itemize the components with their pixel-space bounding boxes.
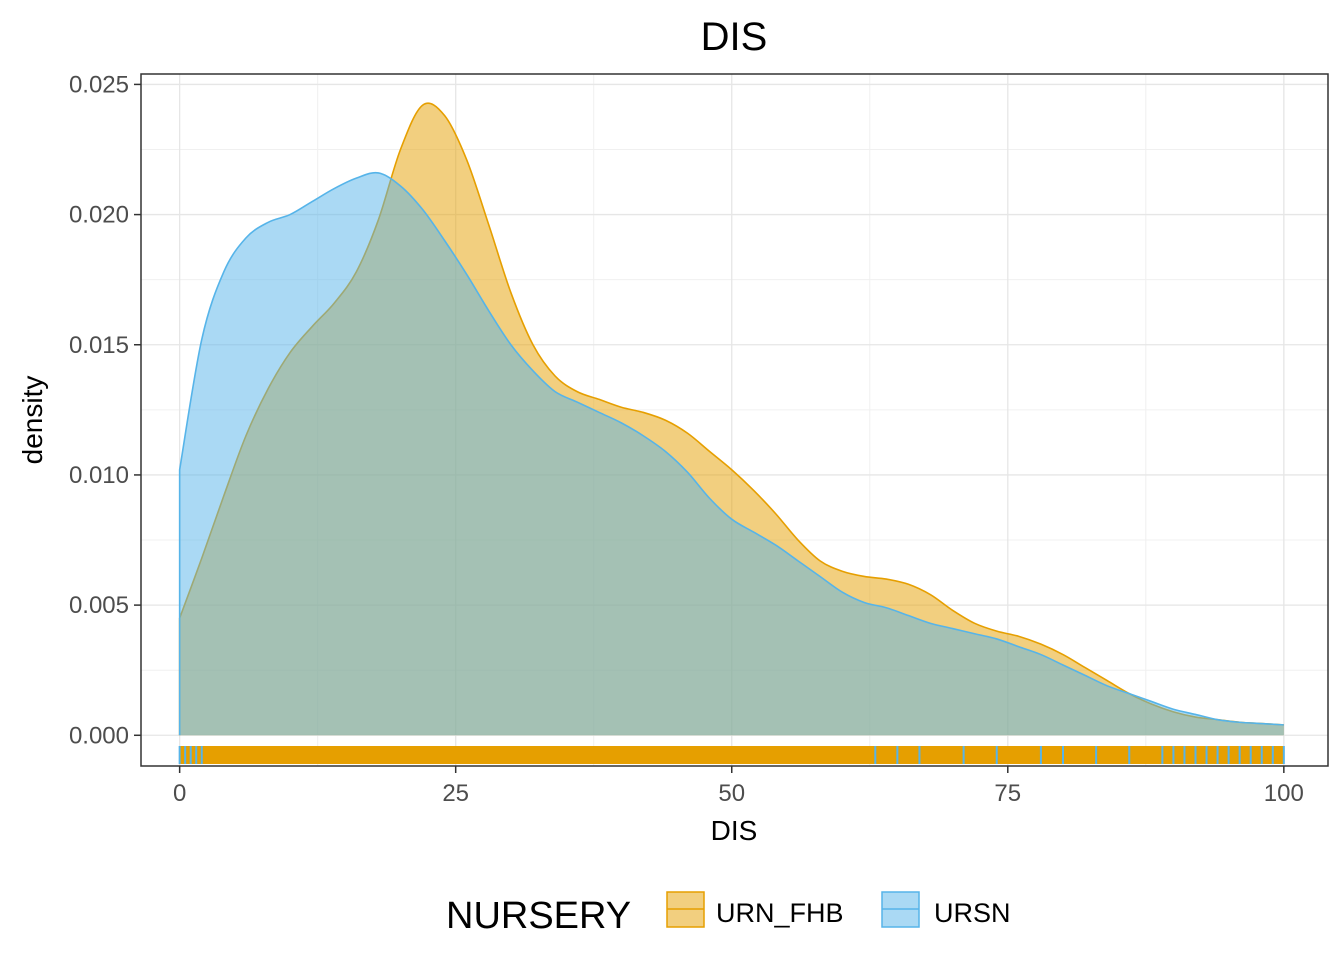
x-tick-label: 75 <box>994 780 1021 807</box>
y-tick-label: 0.000 <box>69 722 129 749</box>
density-area-ursn <box>179 172 1284 736</box>
legend: NURSERY URN_FHB URSN <box>446 891 1011 937</box>
y-tick-label: 0.025 <box>69 71 129 98</box>
x-axis-title: DIS <box>711 815 758 846</box>
y-tick-label: 0.010 <box>69 462 129 489</box>
x-axis: 0 25 50 75 100 <box>173 766 1304 807</box>
y-axis: 0.000 0.005 0.010 0.015 0.020 0.025 <box>69 71 141 749</box>
y-tick-label: 0.020 <box>69 202 129 229</box>
panel-border <box>140 73 1329 767</box>
y-tick-label: 0.015 <box>69 332 129 359</box>
legend-label-urn-fhb: URN_FHB <box>716 898 844 928</box>
x-tick-label: 25 <box>442 780 469 807</box>
density-areas <box>178 102 1284 736</box>
density-line-ursn <box>178 171 1284 736</box>
rug-urn-fhb-band <box>179 746 1284 764</box>
x-tick-label: 50 <box>718 780 745 807</box>
legend-label-ursn: URSN <box>934 898 1011 928</box>
y-axis-title: density <box>17 376 48 465</box>
x-tick-label: 0 <box>173 780 186 807</box>
y-tick-label: 0.005 <box>69 592 129 619</box>
x-tick-label: 100 <box>1264 780 1304 807</box>
chart-title: DIS <box>701 15 768 59</box>
plot-panel <box>140 73 1329 767</box>
rug-marks <box>178 746 1285 764</box>
legend-title: NURSERY <box>446 895 631 937</box>
